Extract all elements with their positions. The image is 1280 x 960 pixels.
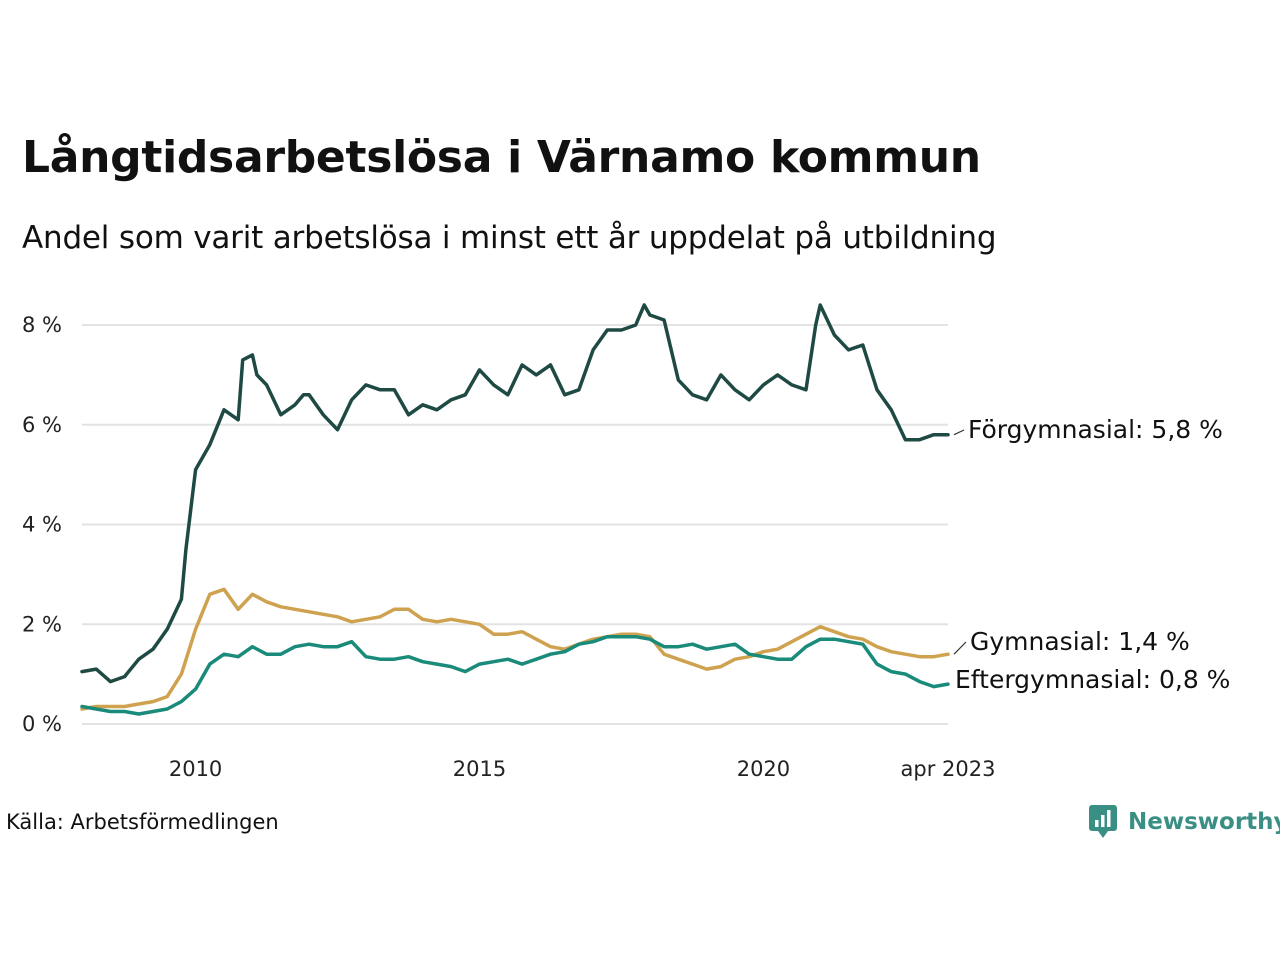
x-axis: 2010 2015 2020 apr 2023 <box>169 757 996 781</box>
grid-lines <box>82 324 948 725</box>
y-axis: 0 % 2 % 4 % 6 % 8 % <box>22 313 62 736</box>
y-tick-label: 8 % <box>22 313 62 337</box>
label-connector <box>953 429 965 436</box>
chart-subtitle: Andel som varit arbetslösa i minst ett å… <box>22 220 997 256</box>
brand-logo: Newsworthy <box>1088 804 1280 840</box>
y-tick-label: 2 % <box>22 612 62 636</box>
series-end-labels: Förgymnasial: 5,8 % Gymnasial: 1,4 % Efter… <box>953 415 1230 694</box>
chart-title: Långtidsarbetslösa i Värnamo kommun <box>22 132 981 183</box>
newsworthy-logo-icon <box>1089 805 1117 838</box>
x-tick-label: apr 2023 <box>901 757 996 781</box>
series-line-eftergymnasial <box>80 634 950 716</box>
x-tick-label: 2015 <box>453 757 506 781</box>
x-tick-label: 2020 <box>737 757 790 781</box>
end-label-gymnasial: Gymnasial: 1,4 % <box>970 627 1190 656</box>
y-tick-label: 4 % <box>22 513 62 537</box>
series-line-gymnasial <box>80 587 950 711</box>
source-note: Källa: Arbetsförmedlingen <box>6 810 279 834</box>
x-tick-label: 2010 <box>169 757 222 781</box>
y-tick-label: 6 % <box>22 413 62 437</box>
y-tick-label: 0 % <box>22 712 62 736</box>
end-label-eftergymnasial: Eftergymnasial: 0,8 % <box>955 665 1230 694</box>
end-label-förgymnasial: Förgymnasial: 5,8 % <box>968 415 1223 444</box>
brand-name: Newsworthy <box>1128 809 1280 835</box>
series-line-förgymnasial <box>80 303 950 684</box>
series-lines <box>80 303 950 716</box>
label-connector <box>953 641 967 655</box>
